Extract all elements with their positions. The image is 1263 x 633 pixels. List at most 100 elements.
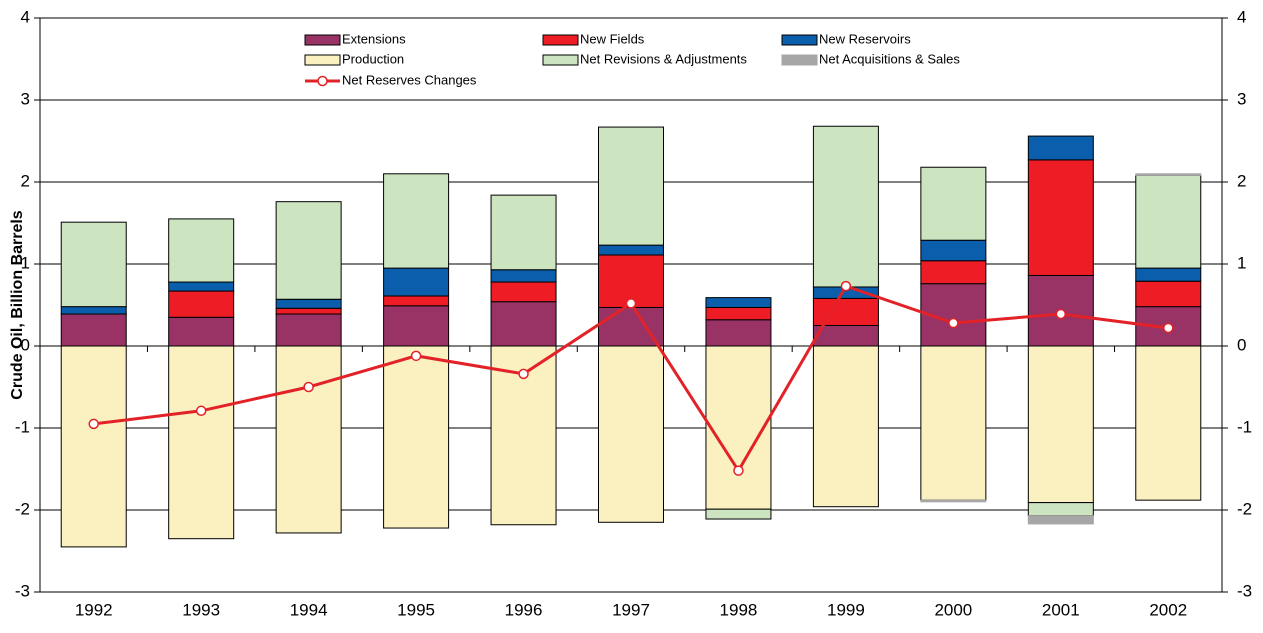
line-marker	[88, 418, 99, 430]
bar-segment	[60, 313, 127, 347]
x-tick-label: 1995	[397, 600, 435, 619]
bar-segment	[705, 345, 772, 510]
bar-segment	[812, 325, 879, 347]
bar-segment	[705, 297, 772, 308]
y-tick-label: 4	[21, 7, 30, 26]
y-tick-label: 2	[21, 171, 30, 190]
bar-segment	[168, 218, 235, 283]
bar-segment	[168, 290, 235, 318]
line-marker	[840, 280, 852, 292]
bar-segment	[490, 269, 557, 283]
bar-segment	[275, 298, 342, 309]
plot-frame	[39, 17, 1223, 593]
line-marker	[733, 465, 744, 476]
bar-segment	[168, 345, 235, 540]
bar-segment	[60, 345, 127, 548]
y2-tick-label: -3	[1237, 581, 1252, 600]
y-tick-label: 0	[21, 335, 30, 354]
legend-swatch	[542, 34, 579, 46]
bar-segment	[275, 313, 342, 347]
x-tick-label: 2002	[1149, 600, 1187, 619]
x-tick-label: 1999	[827, 600, 865, 619]
legend-label: Extensions	[342, 31, 406, 46]
bar-segment	[920, 345, 987, 501]
bar-segment	[383, 267, 450, 297]
bar-segment	[920, 499, 987, 503]
bar-segment	[490, 301, 557, 347]
bar-segment	[490, 281, 557, 303]
y-tick-label: -1	[15, 417, 30, 436]
y2-tick-label: 3	[1237, 89, 1246, 108]
y-tick-label: -3	[15, 581, 30, 600]
legend-marker	[317, 75, 328, 87]
y2-tick-label: 4	[1237, 7, 1246, 26]
x-tick-label: 1996	[505, 600, 543, 619]
bar-segment	[383, 173, 450, 269]
bar-segment	[168, 316, 235, 347]
bar-segment	[920, 239, 987, 262]
bar-segment	[1135, 267, 1202, 282]
bar-segment	[920, 260, 987, 285]
line-marker	[195, 405, 207, 417]
y2-tick-label: 1	[1237, 253, 1246, 272]
y-tick-label: -2	[15, 499, 30, 518]
line-marker	[303, 381, 314, 393]
bar-segment	[812, 345, 879, 508]
bar-segment	[1027, 159, 1094, 276]
bar-segment	[1027, 515, 1094, 525]
x-tick-label: 1998	[720, 600, 758, 619]
bar-segment	[1135, 174, 1202, 269]
y2-tick-label: -1	[1237, 417, 1252, 436]
y-tick-label: 1	[21, 253, 30, 272]
line-marker	[518, 368, 529, 380]
legend-swatch	[781, 34, 818, 46]
bar-segment	[1027, 502, 1094, 517]
legend-label: New Fields	[580, 31, 645, 46]
line-marker	[625, 298, 637, 309]
x-tick-label: 1993	[182, 600, 220, 619]
bar-segment	[383, 345, 450, 529]
legend-label: Net Reserves Changes	[342, 72, 477, 87]
x-tick-label: 1992	[75, 600, 113, 619]
legend-swatch	[304, 54, 341, 66]
bar-segment	[812, 297, 879, 327]
y-axis-label: Crude Oil, Billion Barrels	[9, 210, 26, 399]
bar-segment	[275, 307, 342, 315]
bar-segment	[1135, 345, 1202, 501]
bar-segment	[920, 166, 987, 241]
y2-tick-label: -2	[1237, 499, 1252, 518]
bar-segment	[1027, 135, 1094, 161]
bar-segment	[1027, 345, 1094, 504]
bar-segment	[168, 281, 235, 292]
y-tick-label: 3	[21, 89, 30, 108]
bar-segment	[705, 508, 772, 520]
bar-segment	[60, 306, 127, 315]
bar-segment	[705, 306, 772, 321]
bar-segment	[383, 305, 450, 347]
bar-segment	[490, 194, 557, 271]
bar-segment	[275, 345, 342, 534]
bar-segment	[1135, 280, 1202, 308]
legend-label: New Reservoirs	[819, 31, 911, 46]
legend-swatch	[304, 34, 341, 46]
legend-swatch	[781, 54, 818, 66]
legend-label: Production	[342, 51, 404, 66]
bar-segment	[60, 221, 127, 308]
line-marker	[948, 317, 959, 329]
y2-tick-label: 2	[1237, 171, 1246, 190]
line-marker	[410, 350, 422, 362]
bar-segment	[705, 319, 772, 347]
bar-segment	[598, 345, 664, 523]
bar-segment	[275, 201, 342, 300]
line-marker	[1055, 308, 1067, 320]
x-tick-label: 2001	[1042, 600, 1080, 619]
bar-segment	[812, 125, 879, 288]
x-tick-label: 1994	[290, 600, 328, 619]
legend-swatch	[542, 54, 579, 66]
bar-segment	[598, 126, 664, 246]
y2-tick-label: 0	[1237, 335, 1246, 354]
x-tick-label: 2000	[934, 600, 972, 619]
x-tick-label: 1997	[612, 600, 650, 619]
